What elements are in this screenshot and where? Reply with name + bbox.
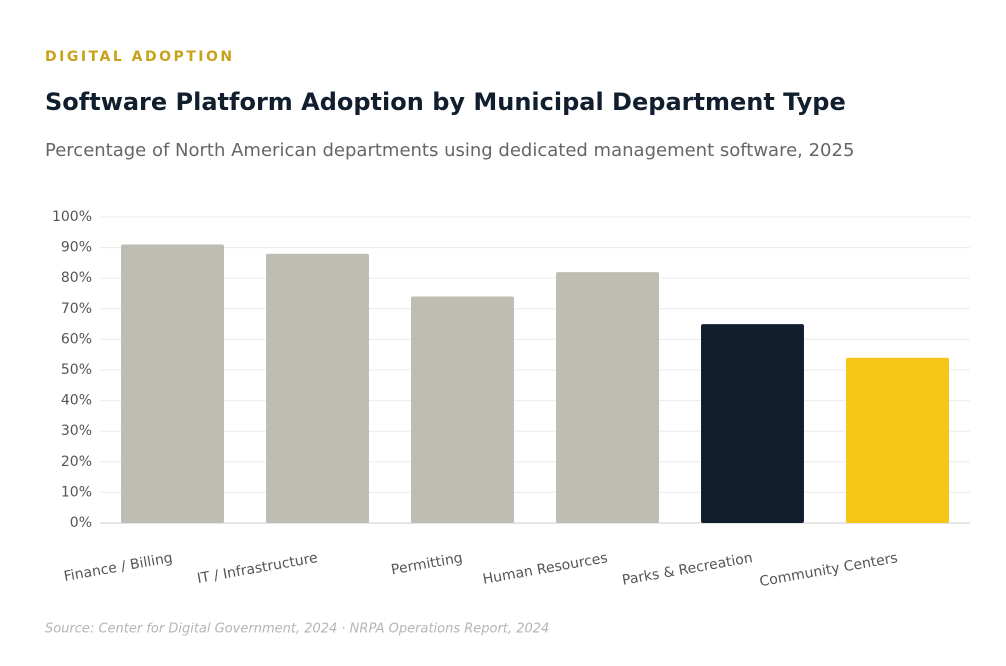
- y-tick-label: 100%: [52, 209, 92, 225]
- source-note: Source: Center for Digital Government, 2…: [45, 622, 549, 637]
- bar: [266, 253, 369, 523]
- y-tick-label: 90%: [61, 240, 92, 256]
- y-tick-label: 50%: [61, 362, 92, 378]
- bar: [411, 296, 514, 523]
- y-tick-label: 10%: [61, 484, 92, 500]
- bar: [556, 272, 659, 523]
- y-tick-label: 30%: [61, 423, 92, 439]
- y-tick-label: 70%: [61, 301, 92, 317]
- y-tick-label: 60%: [61, 331, 92, 347]
- y-tick-label: 40%: [61, 393, 92, 409]
- y-tick-label: 0%: [70, 515, 92, 531]
- y-tick-label: 20%: [61, 454, 92, 470]
- bar: [121, 244, 224, 524]
- bar: [701, 324, 804, 523]
- chart-title: Software Platform Adoption by Municipal …: [45, 88, 846, 116]
- eyebrow: DIGITAL ADOPTION: [45, 49, 235, 65]
- y-tick-label: 80%: [61, 270, 92, 286]
- bar: [846, 357, 949, 523]
- chart-subtitle: Percentage of North American departments…: [45, 140, 854, 161]
